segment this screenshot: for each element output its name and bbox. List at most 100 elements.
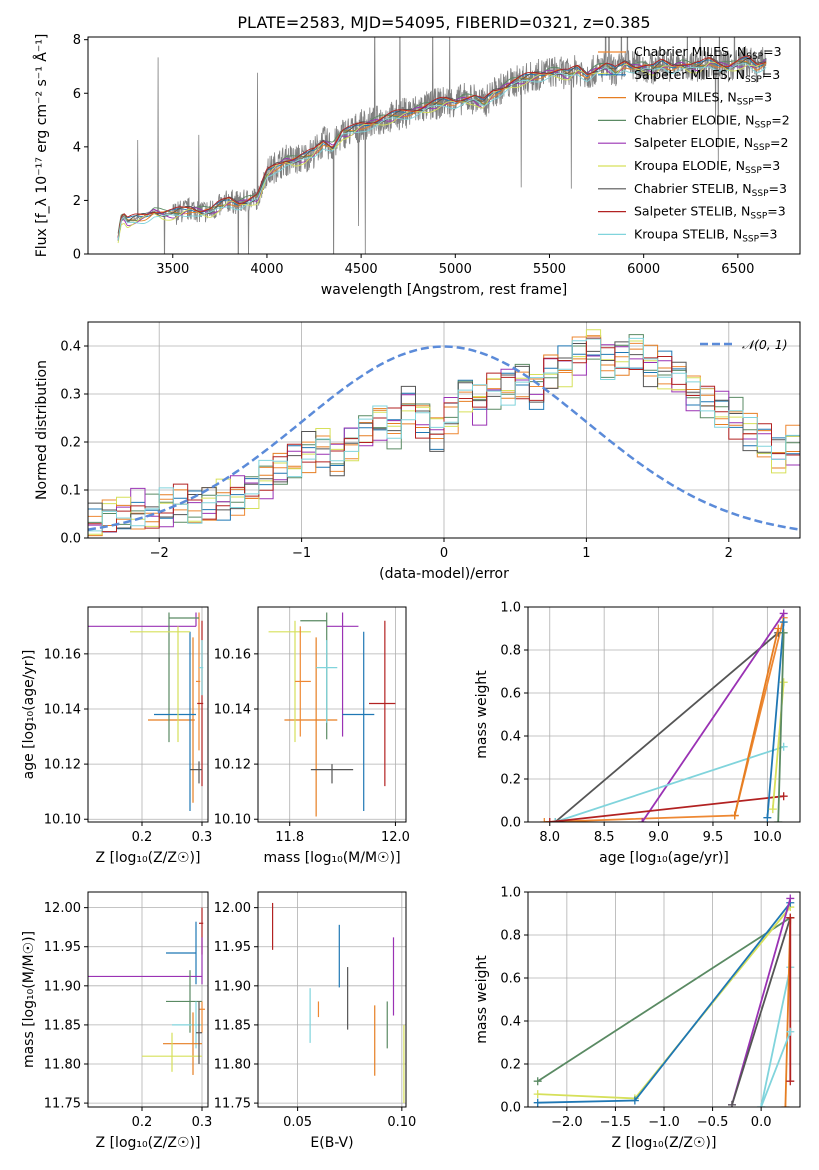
- mass-weight-marker: [533, 1090, 542, 1099]
- mass-weight-marker: [779, 792, 788, 801]
- x-axis-label: Z [log₁₀(Z/Z☉)]: [96, 850, 201, 866]
- axes-frame: [87, 321, 801, 539]
- mass-weight-marker: [779, 628, 788, 637]
- x-tick-label: 9.5: [703, 830, 724, 845]
- model-spectrum-7: [117, 57, 767, 241]
- y-tick-label: 11.95: [44, 940, 81, 955]
- y-tick-label: 1.0: [500, 886, 521, 901]
- y-axis-label: mass [log₁₀(M/M☉)]: [21, 931, 37, 1068]
- x-axis-label: Z [log₁₀(Z/Z☉)]: [612, 1135, 717, 1151]
- x-tick-label: 6000: [627, 262, 660, 277]
- residual-histogram-5: [88, 344, 800, 533]
- legend-entry: Chabrier MILES, NSSP=3: [634, 44, 782, 62]
- x-tick-label: −1: [292, 546, 311, 561]
- mass-weight-marker: [757, 1103, 766, 1107]
- y-axis-label: Flux [f_λ 10⁻¹⁷ erg cm⁻² s⁻¹ Å⁻¹]: [33, 34, 50, 258]
- mass-weight-line-1: [537, 917, 791, 1082]
- legend-entry: Salpeter MILES, NSSP=3: [634, 67, 780, 85]
- y-tick-label: 0.4: [500, 730, 521, 745]
- panel-2: −2 −1 0 1 2 0.0 0.1 0.2 0.3 0.4 (data-model)/error…: [34, 321, 801, 582]
- mass-weight-marker: [533, 1098, 542, 1107]
- axes-frame: [527, 606, 801, 823]
- y-tick-label: 11.85: [44, 1018, 81, 1033]
- x-tick-label: −2.0: [551, 1115, 583, 1130]
- x-tick-label: 2: [725, 546, 733, 561]
- mass-weight-line-5: [549, 795, 784, 822]
- x-tick-label: 1: [582, 546, 590, 561]
- mass-weight-line-4: [731, 898, 792, 1106]
- y-tick-label: 11.75: [214, 1097, 251, 1112]
- y-tick-label: 11.85: [214, 1018, 251, 1033]
- model-spectrum-6: [117, 61, 767, 244]
- x-tick-label: 8.0: [539, 830, 560, 845]
- x-tick-label: 0.0: [751, 1115, 772, 1130]
- mass-weight-line-7: [766, 621, 785, 818]
- y-tick-label: 0.3: [60, 388, 81, 403]
- mass-weight-line-6: [733, 628, 780, 816]
- mass-weight-marker: [551, 818, 560, 822]
- y-tick-label: 12.00: [214, 901, 251, 916]
- y-axis-label: Normed distribution: [34, 360, 50, 500]
- x-tick-label: 4000: [250, 262, 283, 277]
- x-tick-label: 6500: [721, 262, 754, 277]
- mass-weight-marker: [540, 818, 549, 822]
- residual-histogram-3: [88, 335, 800, 537]
- residual-histogram-8: [88, 337, 800, 533]
- mass-weight-marker: [774, 818, 783, 822]
- mass-weight-marker: [730, 811, 739, 820]
- x-tick-label: 5500: [533, 262, 566, 277]
- y-tick-label: 4: [73, 140, 81, 155]
- legend-entry: 𝒩(0, 1): [742, 337, 788, 352]
- mass-weight-marker: [786, 913, 795, 922]
- mass-weight-line-5: [731, 917, 792, 1106]
- y-tick-label: 8: [73, 33, 81, 48]
- axes-frame: [87, 606, 209, 823]
- mass-weight-marker: [779, 678, 788, 687]
- x-tick-label: 9.0: [648, 830, 669, 845]
- mass-weight-line-3: [641, 612, 785, 822]
- y-tick-label: 10.10: [214, 813, 251, 828]
- y-tick-label: 10.12: [214, 758, 251, 773]
- y-tick-label: 1.0: [500, 601, 521, 616]
- normal-reference-curve: [88, 345, 800, 531]
- mass-weight-marker: [630, 1096, 639, 1105]
- chart-title: PLATE=2583, MJD=54095, FIBERID=0321, z=0…: [237, 13, 650, 32]
- y-tick-label: 0.2: [500, 1058, 521, 1073]
- x-tick-label: 4500: [345, 262, 378, 277]
- x-axis-label: age [log₁₀(age/yr)]: [599, 850, 729, 866]
- x-tick-label: 11.8: [275, 830, 304, 845]
- x-axis-label: Z [log₁₀(Z/Z☉)]: [96, 1135, 201, 1151]
- mass-weight-marker: [533, 1077, 542, 1086]
- mass-weight-marker: [779, 609, 788, 618]
- y-tick-label: 0.0: [500, 1101, 521, 1116]
- mass-weight-line-9: [760, 1031, 792, 1107]
- y-tick-label: 2: [73, 194, 81, 209]
- x-tick-label: 3500: [156, 262, 189, 277]
- y-tick-label: 12.00: [44, 901, 81, 916]
- y-tick-label: 0.4: [500, 1015, 521, 1030]
- y-tick-label: 11.90: [44, 979, 81, 994]
- legend-entry: Kroupa MILES, NSSP=3: [634, 90, 772, 108]
- mass-weight-marker: [786, 1077, 795, 1086]
- y-tick-label: 0.2: [500, 773, 521, 788]
- legend-entry: Salpeter STELIB, NSSP=3: [634, 204, 786, 222]
- x-tick-label: −0.5: [697, 1115, 729, 1130]
- mass-weight-line-6: [760, 967, 792, 1107]
- x-tick-label: 0.3: [192, 1115, 213, 1130]
- x-tick-label: 0: [440, 546, 448, 561]
- y-axis-label: age [log₁₀(age/yr)]: [21, 650, 37, 780]
- y-tick-label: 11.80: [214, 1058, 251, 1073]
- mass-weight-marker: [774, 624, 783, 633]
- y-tick-label: 10.12: [44, 758, 81, 773]
- panel-7: 0.05 0.10 11.75 11.80 11.85 11.90 11.95 12.00 E(…: [214, 891, 416, 1151]
- panel-4: 11.8 12.0 10.10 10.12 10.14 10.16 mass [log₁₀(…: [214, 606, 410, 866]
- x-tick-label: 0.2: [132, 1115, 153, 1130]
- y-tick-label: 0: [73, 248, 81, 263]
- panel-8: −2.0 −1.5 −1.0 −0.5 0.0 0.0 0.2 0.4 0.6 0.8 1.0 Z […: [474, 886, 801, 1151]
- y-tick-label: 10.10: [44, 813, 81, 828]
- mass-weight-marker: [781, 1103, 790, 1107]
- x-axis-label: E(B-V): [310, 1135, 353, 1151]
- y-tick-label: 0.0: [60, 532, 81, 547]
- axes-frame: [527, 891, 801, 1108]
- x-axis-label: mass [log₁₀(M/M☉)]: [263, 850, 400, 866]
